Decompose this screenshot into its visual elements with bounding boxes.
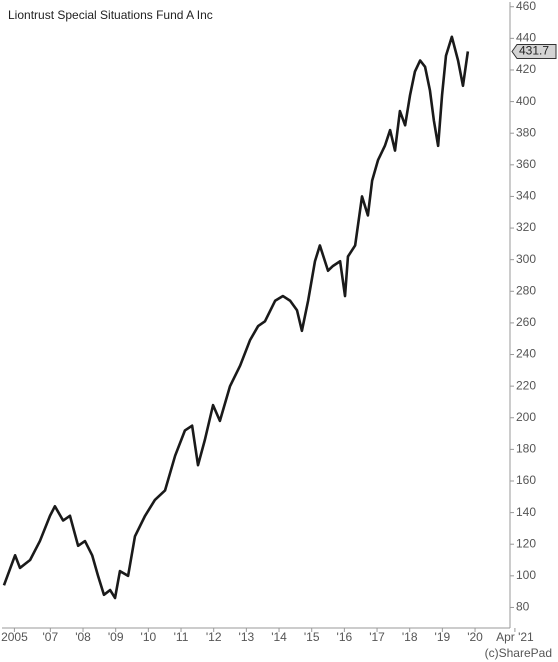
y-tick-label: 440: [516, 31, 536, 45]
x-tick-label: '07: [43, 630, 59, 644]
credit: (c)SharePad: [485, 646, 552, 660]
x-tick-label: '20: [467, 630, 483, 644]
x-tick-label: Apr '21: [496, 630, 534, 644]
x-tick-label: 2005: [1, 630, 28, 644]
y-tick-label: 200: [516, 410, 536, 424]
y-tick-label: 120: [516, 536, 536, 550]
x-tick-label: '11: [174, 630, 189, 644]
x-tick-label: '14: [271, 630, 287, 644]
y-tick-label: 160: [516, 473, 536, 487]
x-tick-label: '13: [239, 630, 255, 644]
y-tick-label: 280: [516, 283, 536, 297]
y-tick-label: 320: [516, 220, 536, 234]
x-tick-label: '19: [435, 630, 451, 644]
y-tick-label: 140: [516, 505, 536, 519]
value-tag-label: 431.7: [519, 44, 549, 58]
price-line: [2, 35, 470, 600]
chart-title: Liontrust Special Situations Fund A Inc: [8, 8, 213, 22]
x-tick-label: '18: [402, 630, 418, 644]
x-tick-label: '16: [337, 630, 353, 644]
y-tick-label: 100: [516, 568, 536, 582]
y-tick-label: 380: [516, 125, 536, 139]
y-tick-label: 460: [516, 0, 536, 13]
y-tick-label: 240: [516, 347, 536, 361]
y-tick-label: 80: [516, 600, 530, 614]
x-tick-label: '17: [369, 630, 385, 644]
x-tick-label: '15: [304, 630, 320, 644]
x-tick-label: '10: [141, 630, 157, 644]
y-tick-label: 180: [516, 442, 536, 456]
y-tick-label: 300: [516, 252, 536, 266]
x-tick-label: '08: [75, 630, 91, 644]
y-tick-label: 340: [516, 189, 536, 203]
y-tick-label: 220: [516, 378, 536, 392]
y-tick-label: 360: [516, 157, 536, 171]
y-tick-label: 420: [516, 62, 536, 76]
y-tick-label: 400: [516, 94, 536, 108]
x-tick-label: '09: [108, 630, 124, 644]
value-tag: [511, 43, 557, 59]
y-tick-label: 260: [516, 315, 536, 329]
x-tick-label: '12: [206, 630, 222, 644]
